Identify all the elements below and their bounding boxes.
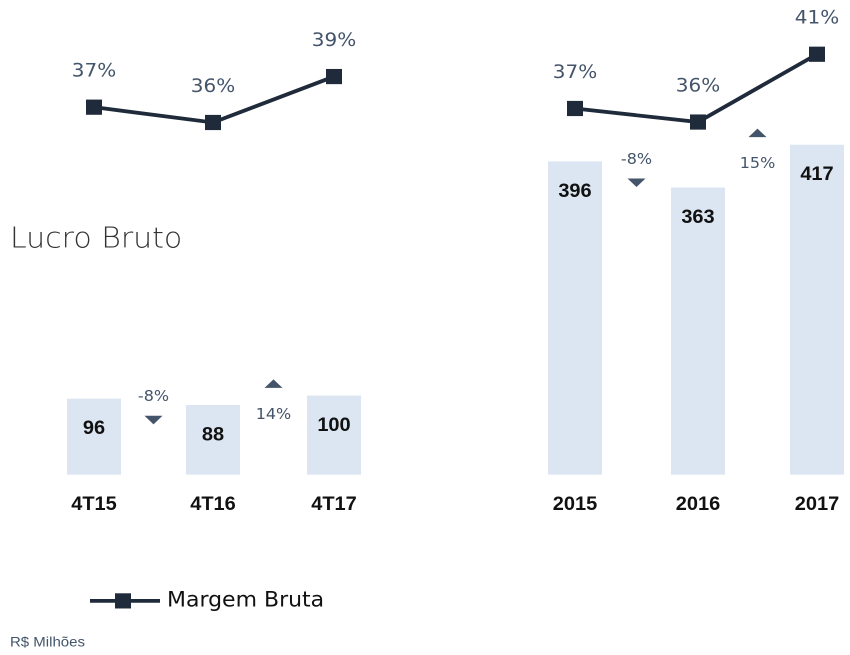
line-marker bbox=[809, 46, 825, 62]
bar-value-label: 363 bbox=[681, 206, 715, 227]
bar-value-label: 396 bbox=[558, 180, 592, 201]
bar bbox=[307, 395, 361, 475]
bar bbox=[67, 398, 121, 475]
change-label: -8% bbox=[621, 150, 652, 168]
x-tick-label: 4T16 bbox=[190, 493, 236, 514]
line-value-label: 37% bbox=[72, 59, 116, 81]
bar-value-label: 96 bbox=[83, 418, 105, 439]
legend-label: Margem Bruta bbox=[167, 588, 324, 612]
bar bbox=[671, 187, 725, 475]
bar-value-label: 88 bbox=[202, 424, 224, 445]
units-note: R$ Milhões bbox=[10, 635, 85, 651]
change-arrow bbox=[748, 128, 767, 138]
change-label: -8% bbox=[138, 388, 169, 406]
bar bbox=[186, 405, 240, 475]
change-label: 15% bbox=[740, 155, 776, 173]
change-arrow bbox=[627, 178, 646, 188]
change-arrow bbox=[264, 379, 283, 388]
line-marker bbox=[690, 114, 706, 130]
x-tick-label: 4T17 bbox=[311, 493, 357, 514]
line-value-label: 41% bbox=[795, 6, 839, 28]
line-value-label: 36% bbox=[676, 74, 720, 96]
change-label: 14% bbox=[256, 405, 292, 423]
chart-title: Lucro Bruto bbox=[10, 221, 182, 254]
line-marker bbox=[86, 99, 102, 115]
x-tick-label: 2015 bbox=[553, 493, 598, 514]
x-tick-label: 4T15 bbox=[71, 493, 117, 514]
legend-marker bbox=[115, 593, 131, 609]
x-tick-label: 2016 bbox=[676, 493, 721, 514]
bar bbox=[548, 161, 602, 475]
line-marker bbox=[567, 100, 583, 117]
x-tick-label: 2017 bbox=[795, 493, 839, 514]
line-marker bbox=[326, 68, 342, 85]
line-value-label: 39% bbox=[312, 28, 356, 50]
bar bbox=[790, 144, 844, 475]
bar-value-label: 417 bbox=[800, 164, 833, 185]
line-marker bbox=[205, 114, 221, 131]
bar-value-label: 100 bbox=[317, 414, 351, 435]
line-value-label: 36% bbox=[191, 74, 235, 96]
line-value-label: 37% bbox=[553, 60, 597, 82]
change-arrow bbox=[144, 415, 163, 425]
